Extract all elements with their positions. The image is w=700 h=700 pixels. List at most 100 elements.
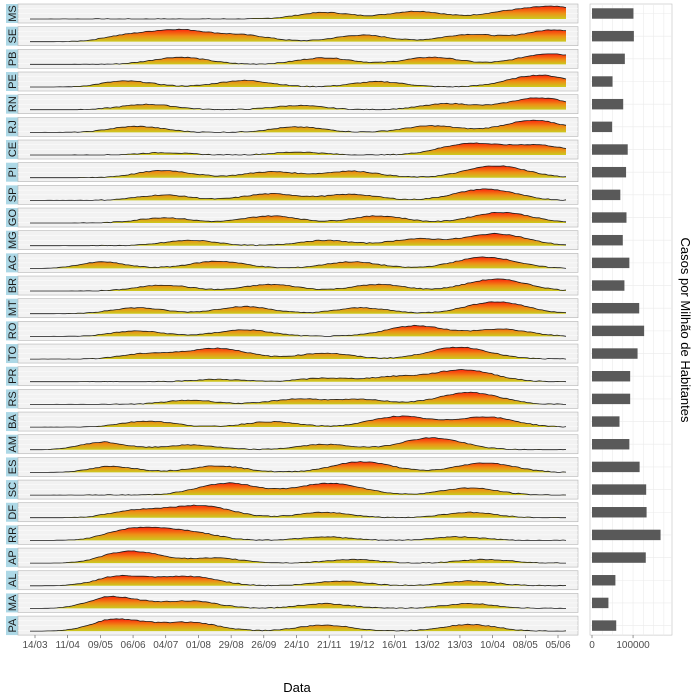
- strip-label-pa: PA: [7, 618, 19, 633]
- area-outline: [30, 5, 567, 20]
- bar-ba: [592, 416, 620, 427]
- area-fill: [30, 527, 566, 541]
- area-fill: [30, 142, 566, 156]
- area-outline: [30, 97, 567, 111]
- strip-bg: [6, 593, 18, 613]
- bar-tick-label: 0: [589, 640, 595, 651]
- x-tick-label: 11/04: [56, 640, 81, 651]
- area-fill: [30, 256, 566, 269]
- x-tick-label: 01/08: [186, 640, 211, 651]
- panel-df: DF: [6, 502, 579, 523]
- strip-bg: [6, 321, 18, 341]
- strip-label-pr: PR: [7, 369, 19, 384]
- area-fill: [30, 165, 566, 178]
- area-outline: [30, 53, 567, 65]
- x-tick-label: 29/08: [219, 640, 244, 651]
- area-fill: [30, 278, 566, 292]
- area-fill: [30, 29, 566, 42]
- bar-rs: [592, 393, 631, 405]
- area-fill: [30, 369, 566, 382]
- strip-bg: [6, 366, 18, 386]
- strip-label-rj: RJ: [7, 120, 19, 133]
- area-fill: [30, 6, 566, 19]
- strip-bg: [6, 570, 18, 590]
- area-outline: [30, 437, 567, 451]
- strip-bg: [6, 480, 18, 500]
- area-outline: [30, 482, 567, 496]
- area-fill: [30, 97, 566, 110]
- x-tick-label: 09/05: [88, 640, 113, 651]
- strip-bg: [6, 253, 18, 273]
- area-fill: [30, 212, 566, 224]
- area-outline: [30, 618, 567, 632]
- area-outline: [30, 526, 567, 541]
- strip-bg: [6, 276, 18, 296]
- panel-sp: SP: [6, 185, 579, 205]
- area-outline: [30, 346, 567, 360]
- x-tick-label: 05/06: [545, 640, 570, 651]
- x-axis-title: Data: [283, 680, 311, 695]
- strip-bg: [6, 298, 18, 318]
- bar-mt: [592, 302, 640, 314]
- strip-label-to: TO: [7, 346, 19, 362]
- x-tick-label: 19/12: [349, 640, 374, 651]
- area-outline: [30, 301, 567, 315]
- strip-bg: [6, 525, 18, 545]
- strip-label-rs: RS: [7, 391, 19, 406]
- bar-rj: [592, 121, 613, 133]
- area-fill: [30, 437, 566, 450]
- strip-label-mg: MG: [7, 231, 19, 249]
- x-tick-label: 21/11: [317, 640, 342, 651]
- bar-se: [592, 30, 634, 42]
- strip-label-am: AM: [7, 436, 19, 453]
- area-fill: [30, 575, 566, 586]
- bar-rr: [592, 529, 661, 541]
- panel-sc: SC: [6, 479, 579, 500]
- panel-se: SE: [6, 26, 579, 46]
- strip-label-al: AL: [7, 574, 19, 587]
- strip-label-rn: RN: [7, 96, 19, 112]
- area-outline: [30, 369, 567, 383]
- strip-label-ms: MS: [7, 5, 19, 22]
- panel-br: BR: [6, 275, 579, 296]
- strip-label-pe: PE: [7, 74, 19, 89]
- area-fill: [30, 325, 566, 337]
- strip-bg: [6, 548, 18, 568]
- bar-tick-label: 100000: [616, 640, 650, 651]
- area-panels: MS SE PB PE RN RJ CE PI SP GO MG AC BR MT RO TO PR RS BA AM…: [6, 3, 579, 636]
- bar-df: [592, 507, 647, 518]
- area-fill: [30, 347, 566, 360]
- bar-ro: [592, 325, 645, 337]
- bar-go: [592, 212, 627, 223]
- x-tick-label: 04/07: [153, 640, 178, 651]
- strip-label-ac: AC: [7, 255, 19, 270]
- strip-bg: [6, 185, 18, 205]
- strip-bg: [6, 344, 18, 364]
- strip-bg: [6, 457, 18, 477]
- area-outline: [30, 74, 567, 88]
- bar-al: [592, 575, 616, 586]
- strip-label-se: SE: [7, 29, 19, 44]
- area-fill: [30, 550, 566, 564]
- area-outline: [30, 324, 567, 337]
- area-fill: [30, 596, 566, 609]
- strip-bg: [6, 616, 18, 636]
- panel-pe: PE: [6, 71, 579, 92]
- strip-label-sp: SP: [7, 188, 19, 203]
- strip-bg: [6, 72, 18, 92]
- x-tick-label: 24/10: [284, 640, 309, 651]
- area-fill: [30, 188, 566, 201]
- panel-rn: RN: [6, 94, 579, 114]
- area-outline: [30, 188, 567, 201]
- panel-pi: PI: [6, 162, 579, 182]
- x-tick-label: 13/02: [415, 640, 440, 651]
- panel-ma: MA: [6, 593, 579, 613]
- bar-sp: [592, 189, 621, 201]
- x-tick-label: 16/01: [382, 640, 407, 651]
- strip-label-pi: PI: [7, 167, 19, 177]
- bar-ma: [592, 597, 609, 609]
- strip-label-go: GO: [7, 209, 19, 227]
- panel-ap: AP: [6, 547, 579, 568]
- panel-am: AM: [6, 434, 579, 455]
- area-fill: [30, 301, 566, 314]
